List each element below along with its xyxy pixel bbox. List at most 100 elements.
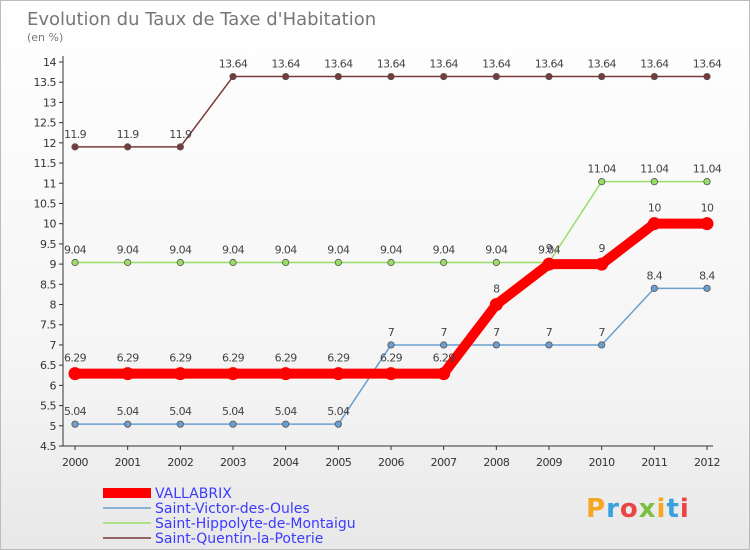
data-label: 9.04 xyxy=(538,243,561,256)
data-label: 6.29 xyxy=(380,352,403,365)
data-label: 13.64 xyxy=(271,58,300,71)
data-label: 6.29 xyxy=(327,352,350,365)
data-point xyxy=(124,420,132,428)
data-point xyxy=(71,143,79,151)
data-point xyxy=(647,217,661,231)
x-tick-label: 2010 xyxy=(589,456,615,469)
data-label: 5.04 xyxy=(117,405,140,418)
data-point xyxy=(331,367,345,381)
data-point xyxy=(279,367,293,381)
data-point xyxy=(595,257,609,271)
y-tick-label: 10 xyxy=(43,218,56,231)
data-label: 7 xyxy=(598,326,605,339)
data-point xyxy=(489,298,503,312)
data-point xyxy=(492,72,500,81)
data-label: 10 xyxy=(648,202,661,215)
y-tick-label: 12 xyxy=(43,137,56,150)
data-label: 13.64 xyxy=(377,58,406,71)
data-point xyxy=(384,367,398,381)
data-point xyxy=(492,258,500,267)
data-label: 5.04 xyxy=(64,405,87,418)
data-point xyxy=(334,72,342,81)
data-label: 9.04 xyxy=(380,243,403,256)
data-label: 8.4 xyxy=(699,269,715,282)
data-label: 6.29 xyxy=(64,352,87,365)
data-point xyxy=(282,72,290,81)
data-label: 11.04 xyxy=(640,163,669,176)
data-point xyxy=(545,72,553,81)
proxiti-logo: Proxiti xyxy=(586,494,690,524)
data-label: 13.64 xyxy=(640,58,669,71)
data-label: 9.04 xyxy=(275,243,298,256)
legend-entry: Saint-Quentin-la-Poterie xyxy=(155,531,323,547)
y-tick-label: 12.5 xyxy=(34,117,57,130)
data-labels: 11.9 11.9 11.9 13.64 13.64 13.64 13.64 13.64 13.… xyxy=(64,58,722,419)
y-tick-label: 9.5 xyxy=(40,238,56,251)
data-point xyxy=(492,341,500,349)
data-label: 7 xyxy=(440,326,447,339)
data-label: 9.04 xyxy=(117,243,140,256)
data-point xyxy=(440,72,448,81)
logo-letter: i xyxy=(680,494,690,524)
logo-letter: r xyxy=(606,494,620,524)
data-point xyxy=(124,258,132,267)
y-tick-label: 8 xyxy=(50,299,57,312)
data-point xyxy=(542,257,556,271)
logo-letter: i xyxy=(657,494,667,524)
data-label: 6.29 xyxy=(222,352,245,365)
axes: 4.5 5 5.5 6 6.5 7 7.5 8 8.5 9 9.5 10 10.5 11 11.5 12 12.… xyxy=(34,56,721,469)
y-tick-label: 7 xyxy=(50,339,57,352)
data-label: 9.04 xyxy=(222,243,245,256)
data-point xyxy=(650,72,658,81)
x-tick-label: 2006 xyxy=(378,456,404,469)
data-point xyxy=(703,72,711,81)
data-point xyxy=(229,258,237,267)
data-label: 11.9 xyxy=(169,128,192,141)
data-label: 8 xyxy=(493,283,500,296)
x-tick-label: 2001 xyxy=(115,456,141,469)
x-tick-label: 2012 xyxy=(694,456,720,469)
data-point xyxy=(124,143,132,151)
y-tick-label: 10.5 xyxy=(34,197,57,210)
data-label: 13.64 xyxy=(693,58,722,71)
data-point xyxy=(282,258,290,267)
data-point xyxy=(545,341,553,349)
data-label: 9.04 xyxy=(64,243,87,256)
data-point xyxy=(387,341,395,349)
data-point xyxy=(282,420,290,428)
y-tick-label: 6 xyxy=(50,379,57,392)
data-label: 7 xyxy=(493,326,500,339)
data-point xyxy=(334,258,342,267)
data-label: 9.04 xyxy=(485,243,508,256)
y-tick-label: 5.5 xyxy=(40,400,56,413)
data-label: 9.04 xyxy=(433,243,456,256)
data-point xyxy=(229,420,237,428)
x-tick-label: 2007 xyxy=(431,456,457,469)
logo-letter: t xyxy=(666,494,679,524)
x-tick-label: 2008 xyxy=(483,456,509,469)
data-label: 13.64 xyxy=(429,58,458,71)
data-label: 6.29 xyxy=(117,352,140,365)
data-label: 6.29 xyxy=(433,352,456,365)
data-point xyxy=(229,72,237,81)
data-point xyxy=(440,258,448,267)
y-tick-label: 13.5 xyxy=(34,76,57,89)
data-label: 13.64 xyxy=(587,58,616,71)
y-tick-label: 11 xyxy=(43,177,56,190)
data-point xyxy=(650,284,658,292)
data-label: 11.9 xyxy=(64,128,87,141)
data-point xyxy=(121,367,135,381)
data-label: 5.04 xyxy=(327,405,350,418)
data-point xyxy=(598,178,606,186)
series-layer xyxy=(68,72,714,428)
data-point xyxy=(387,72,395,81)
data-label: 9.04 xyxy=(327,243,350,256)
data-label: 13.64 xyxy=(535,58,564,71)
logo-letter: P xyxy=(586,494,606,524)
data-label: 9 xyxy=(546,242,553,255)
data-label: 5.04 xyxy=(222,405,245,418)
data-point xyxy=(650,178,658,186)
x-tick-label: 2002 xyxy=(167,456,193,469)
